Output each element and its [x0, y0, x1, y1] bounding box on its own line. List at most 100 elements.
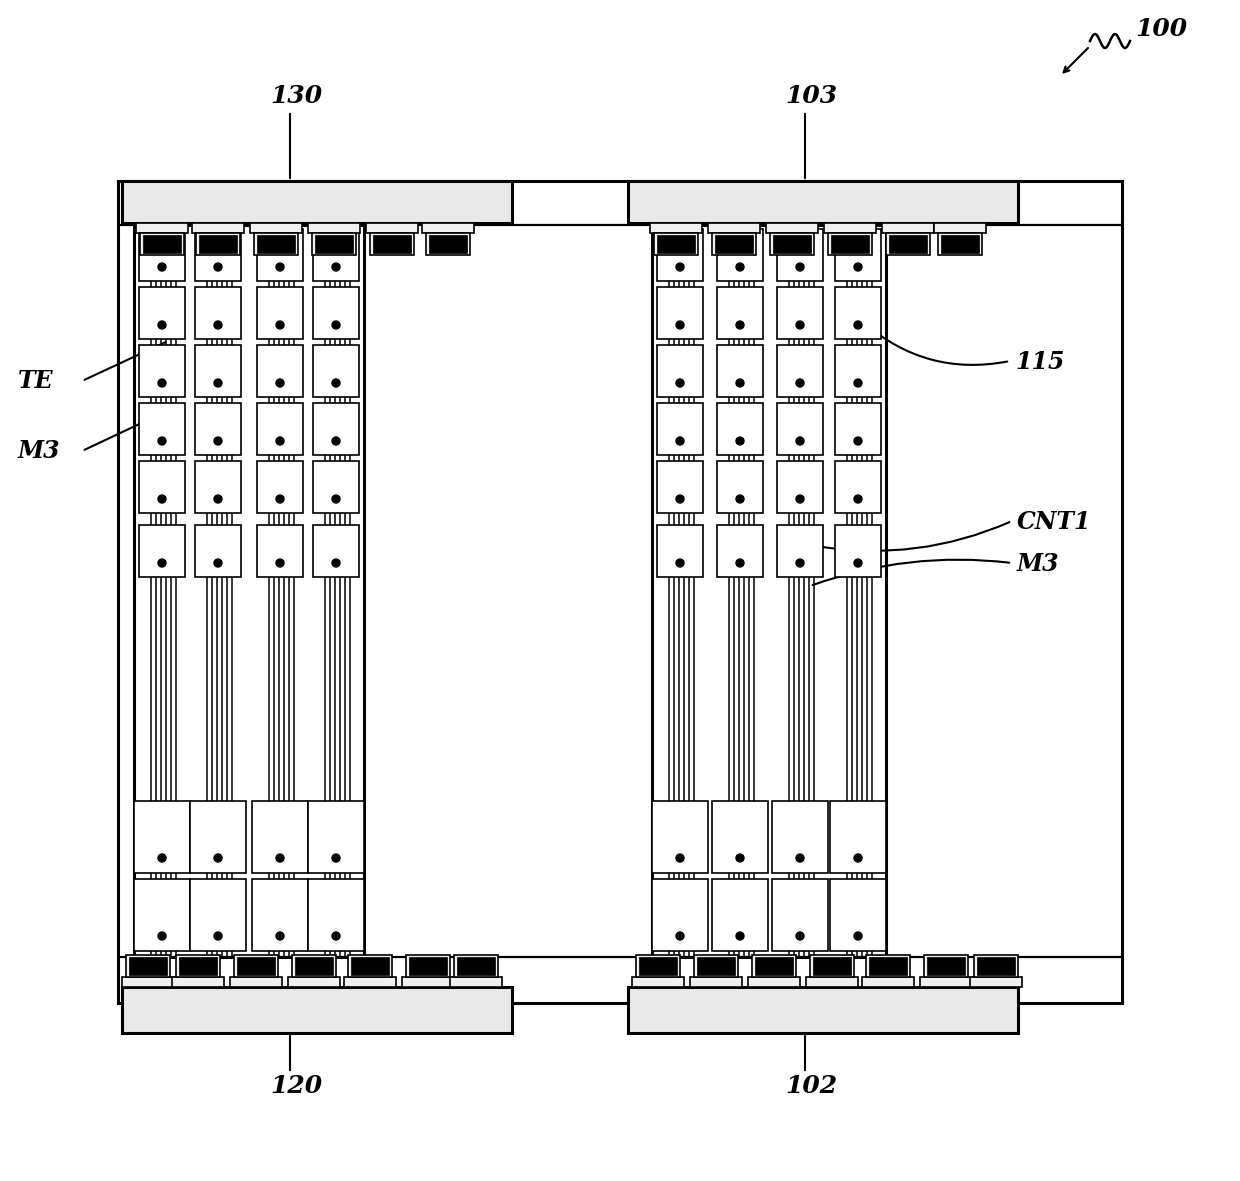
Bar: [657, 345, 703, 397]
Circle shape: [796, 495, 804, 503]
Bar: [977, 957, 1016, 976]
Circle shape: [332, 321, 340, 329]
Circle shape: [854, 854, 862, 862]
Bar: [234, 955, 278, 977]
Bar: [835, 287, 880, 339]
Text: 100: 100: [1135, 17, 1187, 41]
Bar: [308, 801, 365, 873]
Bar: [717, 345, 763, 397]
Bar: [657, 235, 694, 253]
Bar: [889, 235, 928, 253]
Bar: [657, 526, 703, 578]
Circle shape: [676, 932, 684, 940]
Bar: [810, 955, 854, 977]
Bar: [882, 223, 934, 233]
Circle shape: [737, 854, 744, 862]
Text: CNT1: CNT1: [1017, 510, 1091, 534]
Bar: [139, 461, 185, 513]
Bar: [766, 223, 818, 233]
Circle shape: [854, 263, 862, 270]
Circle shape: [737, 932, 744, 940]
Bar: [134, 801, 190, 873]
Bar: [139, 345, 185, 397]
Bar: [697, 957, 735, 976]
Bar: [250, 223, 303, 233]
Circle shape: [854, 559, 862, 567]
Bar: [887, 233, 930, 255]
Bar: [257, 287, 303, 339]
Bar: [458, 957, 495, 976]
Bar: [126, 955, 170, 977]
Circle shape: [332, 559, 340, 567]
Bar: [176, 955, 219, 977]
Circle shape: [157, 495, 166, 503]
Bar: [639, 957, 677, 976]
Bar: [689, 977, 742, 987]
Bar: [652, 801, 708, 873]
Bar: [934, 223, 986, 233]
Circle shape: [737, 263, 744, 270]
Bar: [427, 233, 470, 255]
Circle shape: [676, 437, 684, 445]
Bar: [712, 879, 768, 951]
Bar: [172, 977, 224, 987]
Bar: [636, 955, 680, 977]
Bar: [257, 229, 303, 281]
Bar: [312, 403, 360, 455]
Bar: [312, 287, 360, 339]
Bar: [828, 233, 872, 255]
Text: 102: 102: [785, 1074, 837, 1098]
Bar: [348, 955, 392, 977]
Bar: [773, 235, 811, 253]
Bar: [717, 403, 763, 455]
Circle shape: [676, 495, 684, 503]
Bar: [308, 879, 365, 951]
Bar: [928, 957, 965, 976]
Bar: [190, 801, 246, 873]
Bar: [657, 229, 703, 281]
Bar: [139, 287, 185, 339]
Bar: [694, 955, 738, 977]
Bar: [312, 345, 360, 397]
Bar: [122, 181, 512, 223]
Bar: [195, 403, 241, 455]
Bar: [257, 235, 295, 253]
Circle shape: [796, 379, 804, 387]
Bar: [134, 879, 190, 951]
Bar: [405, 955, 450, 977]
Bar: [122, 987, 512, 1033]
Bar: [712, 233, 756, 255]
Bar: [136, 223, 188, 233]
Circle shape: [157, 437, 166, 445]
Text: M3: M3: [1017, 552, 1060, 576]
Bar: [288, 977, 340, 987]
Circle shape: [215, 932, 222, 940]
Bar: [179, 957, 217, 976]
Bar: [748, 977, 800, 987]
Bar: [312, 233, 356, 255]
Circle shape: [796, 932, 804, 940]
Bar: [806, 977, 858, 987]
Circle shape: [332, 263, 340, 270]
Circle shape: [854, 495, 862, 503]
Circle shape: [277, 854, 284, 862]
Bar: [229, 977, 281, 987]
Bar: [653, 233, 698, 255]
Bar: [770, 233, 813, 255]
Bar: [257, 345, 303, 397]
Bar: [751, 955, 796, 977]
Bar: [190, 879, 246, 951]
Circle shape: [854, 932, 862, 940]
Bar: [657, 461, 703, 513]
Bar: [937, 233, 982, 255]
Circle shape: [215, 495, 222, 503]
Circle shape: [277, 263, 284, 270]
Bar: [941, 235, 980, 253]
Bar: [755, 957, 794, 976]
Bar: [627, 987, 1018, 1033]
Bar: [777, 461, 823, 513]
Bar: [257, 526, 303, 578]
Circle shape: [157, 559, 166, 567]
Bar: [866, 955, 910, 977]
Bar: [198, 235, 237, 253]
